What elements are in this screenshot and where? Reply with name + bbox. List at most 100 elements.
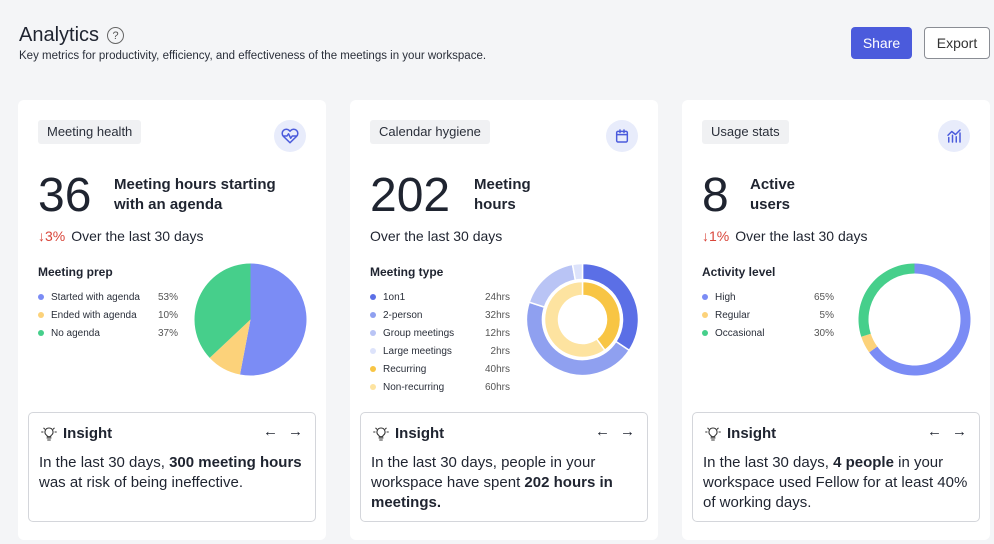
legend-dot <box>38 312 44 318</box>
arrow-right-icon[interactable]: → <box>620 423 635 440</box>
metric-label: Meeting hours starting with an agenda <box>114 175 276 215</box>
page-title: Analytics <box>19 24 100 46</box>
legend-value: 5% <box>819 309 834 321</box>
card-tag: Usage stats <box>702 120 789 144</box>
slice-non-recurring[interactable] <box>543 280 606 359</box>
arrow-down-icon: ↓ <box>38 228 45 244</box>
insight-panel: Insight ← → In the last 30 days, people … <box>360 412 648 522</box>
legend-label: Started with agenda <box>51 291 140 303</box>
legend-dot <box>370 348 376 354</box>
legend-dot <box>370 366 376 372</box>
slice-large-meetings[interactable] <box>571 262 584 282</box>
insight-title: Insight <box>727 425 777 442</box>
legend-title: Meeting prep <box>38 265 113 279</box>
insight-text-pre: In the last 30 days, people in your work… <box>371 454 596 491</box>
insight-text: In the last 30 days, people in your work… <box>371 453 641 513</box>
insight-text-post: in your workspace used Fellow for at lea… <box>703 454 968 511</box>
change-indicator: ↓3% <box>38 228 65 244</box>
arrow-left-icon[interactable]: ← <box>595 423 610 440</box>
legend-item: 1on1 24hrs <box>370 288 510 306</box>
metric-label-line1: Meeting <box>474 176 531 193</box>
insight-title: Insight <box>395 425 445 442</box>
legend-label: Large meetings <box>383 345 452 357</box>
legend-label: Group meetings <box>383 327 455 339</box>
legend-label: 1on1 <box>383 291 406 303</box>
legend-item: Recurring 40hrs <box>370 360 510 378</box>
legend-label: 2-person <box>383 309 423 321</box>
insight-header: Insight <box>705 425 776 442</box>
insight-header: Insight <box>41 425 112 442</box>
legend-value: 32hrs <box>484 309 510 321</box>
legend-dot <box>370 384 376 390</box>
insight-nav: ← → <box>263 423 303 440</box>
insight-text-pre: In the last 30 days, <box>703 454 834 471</box>
slice-started-with-agenda[interactable] <box>240 263 307 376</box>
legend-label: No agenda <box>51 327 100 339</box>
arrow-left-icon[interactable]: ← <box>263 423 278 440</box>
metric-label-line1: Active <box>750 176 796 193</box>
insight-text-post: was at risk of being ineffective. <box>39 474 243 491</box>
metric-number: 8 <box>702 169 729 222</box>
metric-label: Meeting hours <box>474 175 531 215</box>
insight-header: Insight <box>373 425 444 442</box>
insight-panel: Insight ← → In the last 30 days, 300 mee… <box>28 412 316 522</box>
legend-label: High <box>715 291 736 303</box>
insight-text: In the last 30 days, 4 people in your wo… <box>703 453 973 513</box>
slice-regular[interactable] <box>861 333 878 353</box>
chart-legend: Started with agenda 53% Ended with agenda 1… <box>38 288 178 342</box>
legend-title: Activity level <box>702 265 776 279</box>
lightbulb-icon <box>373 426 389 441</box>
metric-label-line2: with an agenda <box>114 196 223 213</box>
legend-value: 12hrs <box>484 327 510 339</box>
title-row: Analytics ? <box>19 24 125 47</box>
legend-dot <box>702 294 708 300</box>
legend-label: Ended with agenda <box>51 309 137 321</box>
change-row: ↓3% Over the last 30 days <box>38 228 204 244</box>
legend-value: 37% <box>157 327 178 339</box>
insight-text-bold: 4 people <box>833 454 894 471</box>
lightbulb-icon <box>41 426 57 441</box>
legend-item: High 65% <box>702 288 834 306</box>
legend-value: 53% <box>157 291 178 303</box>
bar-chart-icon <box>938 120 970 152</box>
metric-number: 202 <box>370 169 451 222</box>
calendar-hygiene-card: Calendar hygiene 202 Meeting hours Over … <box>350 100 658 540</box>
share-button[interactable]: Share <box>851 27 912 59</box>
legend-item: Large meetings 2hrs <box>370 342 510 360</box>
chart-legend: High 65% Regular 5% Occasional 30% <box>702 288 834 342</box>
change-text: Over the last 30 days <box>71 228 204 244</box>
slice-ended-with-agenda[interactable] <box>209 319 251 375</box>
legend-dot <box>702 330 708 336</box>
legend-item: Ended with agenda 10% <box>38 306 178 324</box>
legend-dot <box>702 312 708 318</box>
legend-item: Group meetings 12hrs <box>370 324 510 342</box>
arrow-right-icon[interactable]: → <box>288 423 303 440</box>
metric-label: Active users <box>750 175 795 215</box>
change-value: 1% <box>709 228 730 244</box>
slice-occasional[interactable] <box>858 263 915 337</box>
change-indicator: ↓1% <box>702 228 729 244</box>
legend-dot <box>38 330 44 336</box>
metric-number: 36 <box>38 169 92 222</box>
change-row: ↓1% Over the last 30 days <box>702 228 868 244</box>
heart-pulse-icon <box>274 120 306 152</box>
meeting-type-donut-chart <box>525 262 640 377</box>
arrow-right-icon[interactable]: → <box>952 423 967 440</box>
page-header: Analytics ? Key metrics for productivity… <box>0 0 994 80</box>
legend-value: 2hrs <box>490 345 510 357</box>
usage-stats-card: Usage stats 8 Active users ↓1% Over the l… <box>682 100 990 540</box>
export-button[interactable]: Export <box>924 27 990 59</box>
legend-value: 24hrs <box>484 291 510 303</box>
metric-label-line1: Meeting hours starting <box>114 176 276 193</box>
activity-level-donut-chart <box>858 263 971 376</box>
arrow-left-icon[interactable]: ← <box>927 423 942 440</box>
legend-item: Started with agenda 53% <box>38 288 178 306</box>
legend-dot <box>370 330 376 336</box>
insight-text-bold: 300 meeting hours <box>169 454 302 471</box>
slice-no-agenda[interactable] <box>194 263 251 358</box>
legend-item: Non-recurring 60hrs <box>370 378 510 396</box>
legend-label: Occasional <box>715 327 765 339</box>
legend-label: Non-recurring <box>383 381 445 393</box>
legend-value: 65% <box>813 291 834 303</box>
help-icon[interactable]: ? <box>107 27 125 44</box>
